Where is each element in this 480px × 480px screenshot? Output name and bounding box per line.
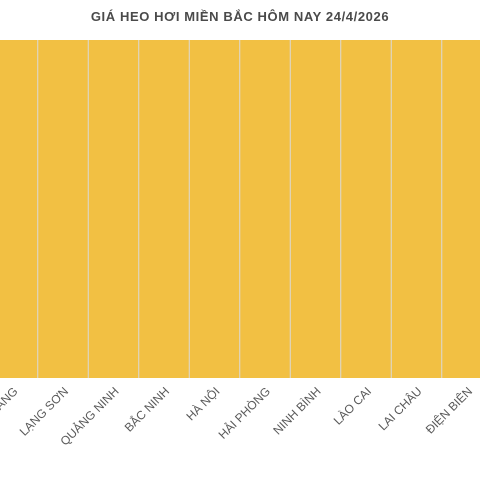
- chart-title: GIÁ HEO HƠI MIỀN BẮC HÔM NAY 24/4/2026: [90, 9, 390, 24]
- data-label: 65.000: [153, 408, 176, 417]
- data-label: 64.000: [1, 411, 24, 420]
- x-tick-label: ĐIỆN BIÊN: [422, 384, 475, 437]
- x-tick-label: LÀO CAI: [330, 384, 374, 428]
- data-label: 63.000: [405, 414, 428, 423]
- data-labels: 64.000 64.000 65.000 65.000 65.000 65.000 64.0…: [1, 408, 479, 424]
- data-label: 64.000: [355, 411, 378, 420]
- data-label: 64.000: [456, 411, 479, 420]
- x-tick-label: HÀ NỘI: [183, 384, 223, 424]
- data-label: 65.000: [203, 408, 226, 417]
- data-label: 64.000: [52, 411, 75, 420]
- gridlines: [37, 40, 443, 378]
- data-label: 65.000: [102, 408, 125, 417]
- data-label: 65.000: [254, 408, 277, 417]
- x-tick-label: LAI CHÂU: [375, 384, 425, 434]
- data-label: 64.000: [304, 411, 327, 420]
